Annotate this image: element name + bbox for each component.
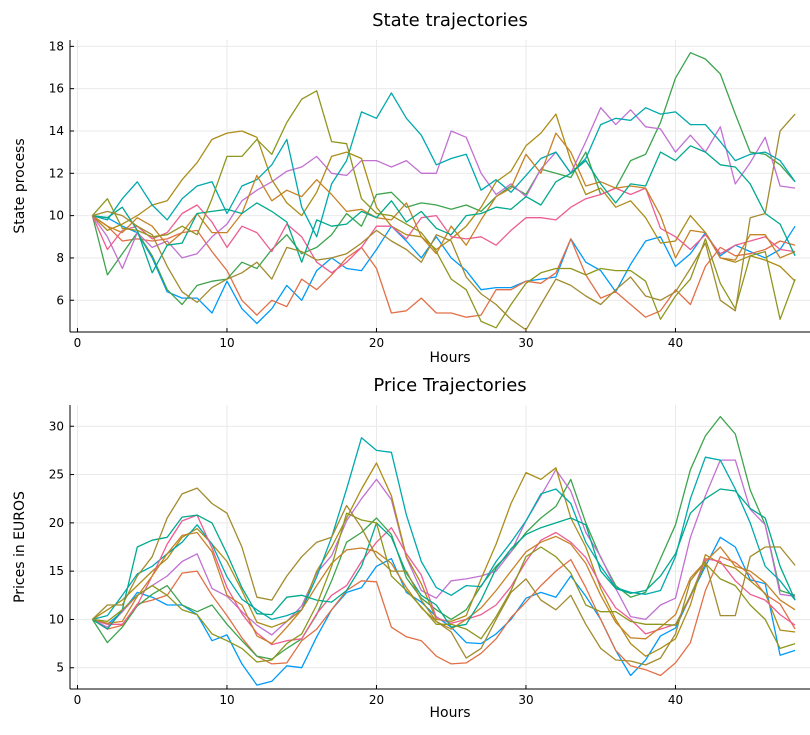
price-trajectories-ytick-label-20: 20 [49, 516, 64, 530]
state-trajectories-series-line-9 [92, 145, 796, 274]
price-trajectories-series-line-9 [92, 488, 796, 630]
state-trajectories-ytick-label-14: 14 [49, 124, 64, 138]
price-trajectories-y-label: Prices in EUROS [12, 491, 28, 603]
state-trajectories-xtick-label-20: 20 [369, 336, 384, 350]
price-trajectories-series-line-8 [92, 531, 796, 645]
price-trajectories-series-line-3 [91, 415, 796, 660]
state-trajectories-series-line-3 [91, 52, 796, 306]
state-trajectories-series-line-1 [92, 214, 796, 325]
price-trajectories-xtick-label-0: 0 [74, 693, 82, 707]
price-trajectories-series-line-11 [91, 487, 796, 666]
state-trajectories-xtick-label-0: 0 [74, 336, 82, 350]
state-trajectories-series-line-5 [91, 113, 796, 282]
state-trajectories-ytick-label-6: 6 [56, 293, 64, 307]
state-trajectories-ytick-label-18: 18 [49, 39, 64, 53]
state-trajectories-series-line-11 [92, 113, 796, 331]
price-trajectories-series-line-4 [92, 459, 796, 636]
state-trajectories-series-line-8 [92, 132, 796, 261]
price-trajectories-series-line-10 [92, 512, 796, 663]
state-trajectories-series-line-10 [91, 90, 796, 329]
state-trajectories-ytick-label-8: 8 [56, 251, 64, 265]
price-trajectories-xtick-label-20: 20 [369, 693, 384, 707]
price-trajectories-ytick-label-15: 15 [49, 564, 64, 578]
state-trajectories-y-label: State process [12, 138, 28, 233]
price-trajectories-x-label: Hours [429, 705, 470, 721]
price-trajectories-title: Price Trajectories [373, 375, 526, 396]
state-trajectories-series-line-6 [92, 92, 796, 238]
state-trajectories-x-label: Hours [429, 350, 470, 366]
state-trajectories-xtick-label-40: 40 [668, 336, 683, 350]
price-trajectories-xtick-label-10: 10 [219, 693, 234, 707]
price-trajectories-panel: 0 10 20 30 40 5 10 15 20 25 30 Price Trajectories Ho… [12, 375, 810, 721]
state-trajectories-ytick-label-16: 16 [49, 82, 64, 96]
state-trajectories-xtick-label-10: 10 [219, 336, 234, 350]
state-trajectories-xtick-label-30: 30 [518, 336, 533, 350]
price-trajectories-ytick-label-25: 25 [49, 468, 64, 482]
price-trajectories-ytick-label-30: 30 [49, 419, 64, 433]
price-trajectories-xtick-label-40: 40 [668, 693, 683, 707]
state-trajectories-ytick-label-10: 10 [49, 209, 64, 223]
price-trajectories-ytick-label-10: 10 [49, 612, 64, 626]
price-trajectories-series-line-2 [92, 556, 796, 677]
state-trajectories-series-line-4 [91, 107, 796, 270]
state-trajectories-title: State trajectories [372, 10, 528, 31]
price-trajectories-ytick-label-5: 5 [56, 661, 64, 675]
state-trajectories-series-line-7 [91, 187, 796, 274]
state-trajectories-ytick-label-12: 12 [49, 166, 64, 180]
state-trajectories-series-line-2 [92, 215, 796, 318]
state-trajectories-panel: 0 10 20 30 40 6 8 10 12 14 16 18 State trajectories H… [12, 10, 810, 366]
price-trajectories-xtick-label-30: 30 [518, 693, 533, 707]
